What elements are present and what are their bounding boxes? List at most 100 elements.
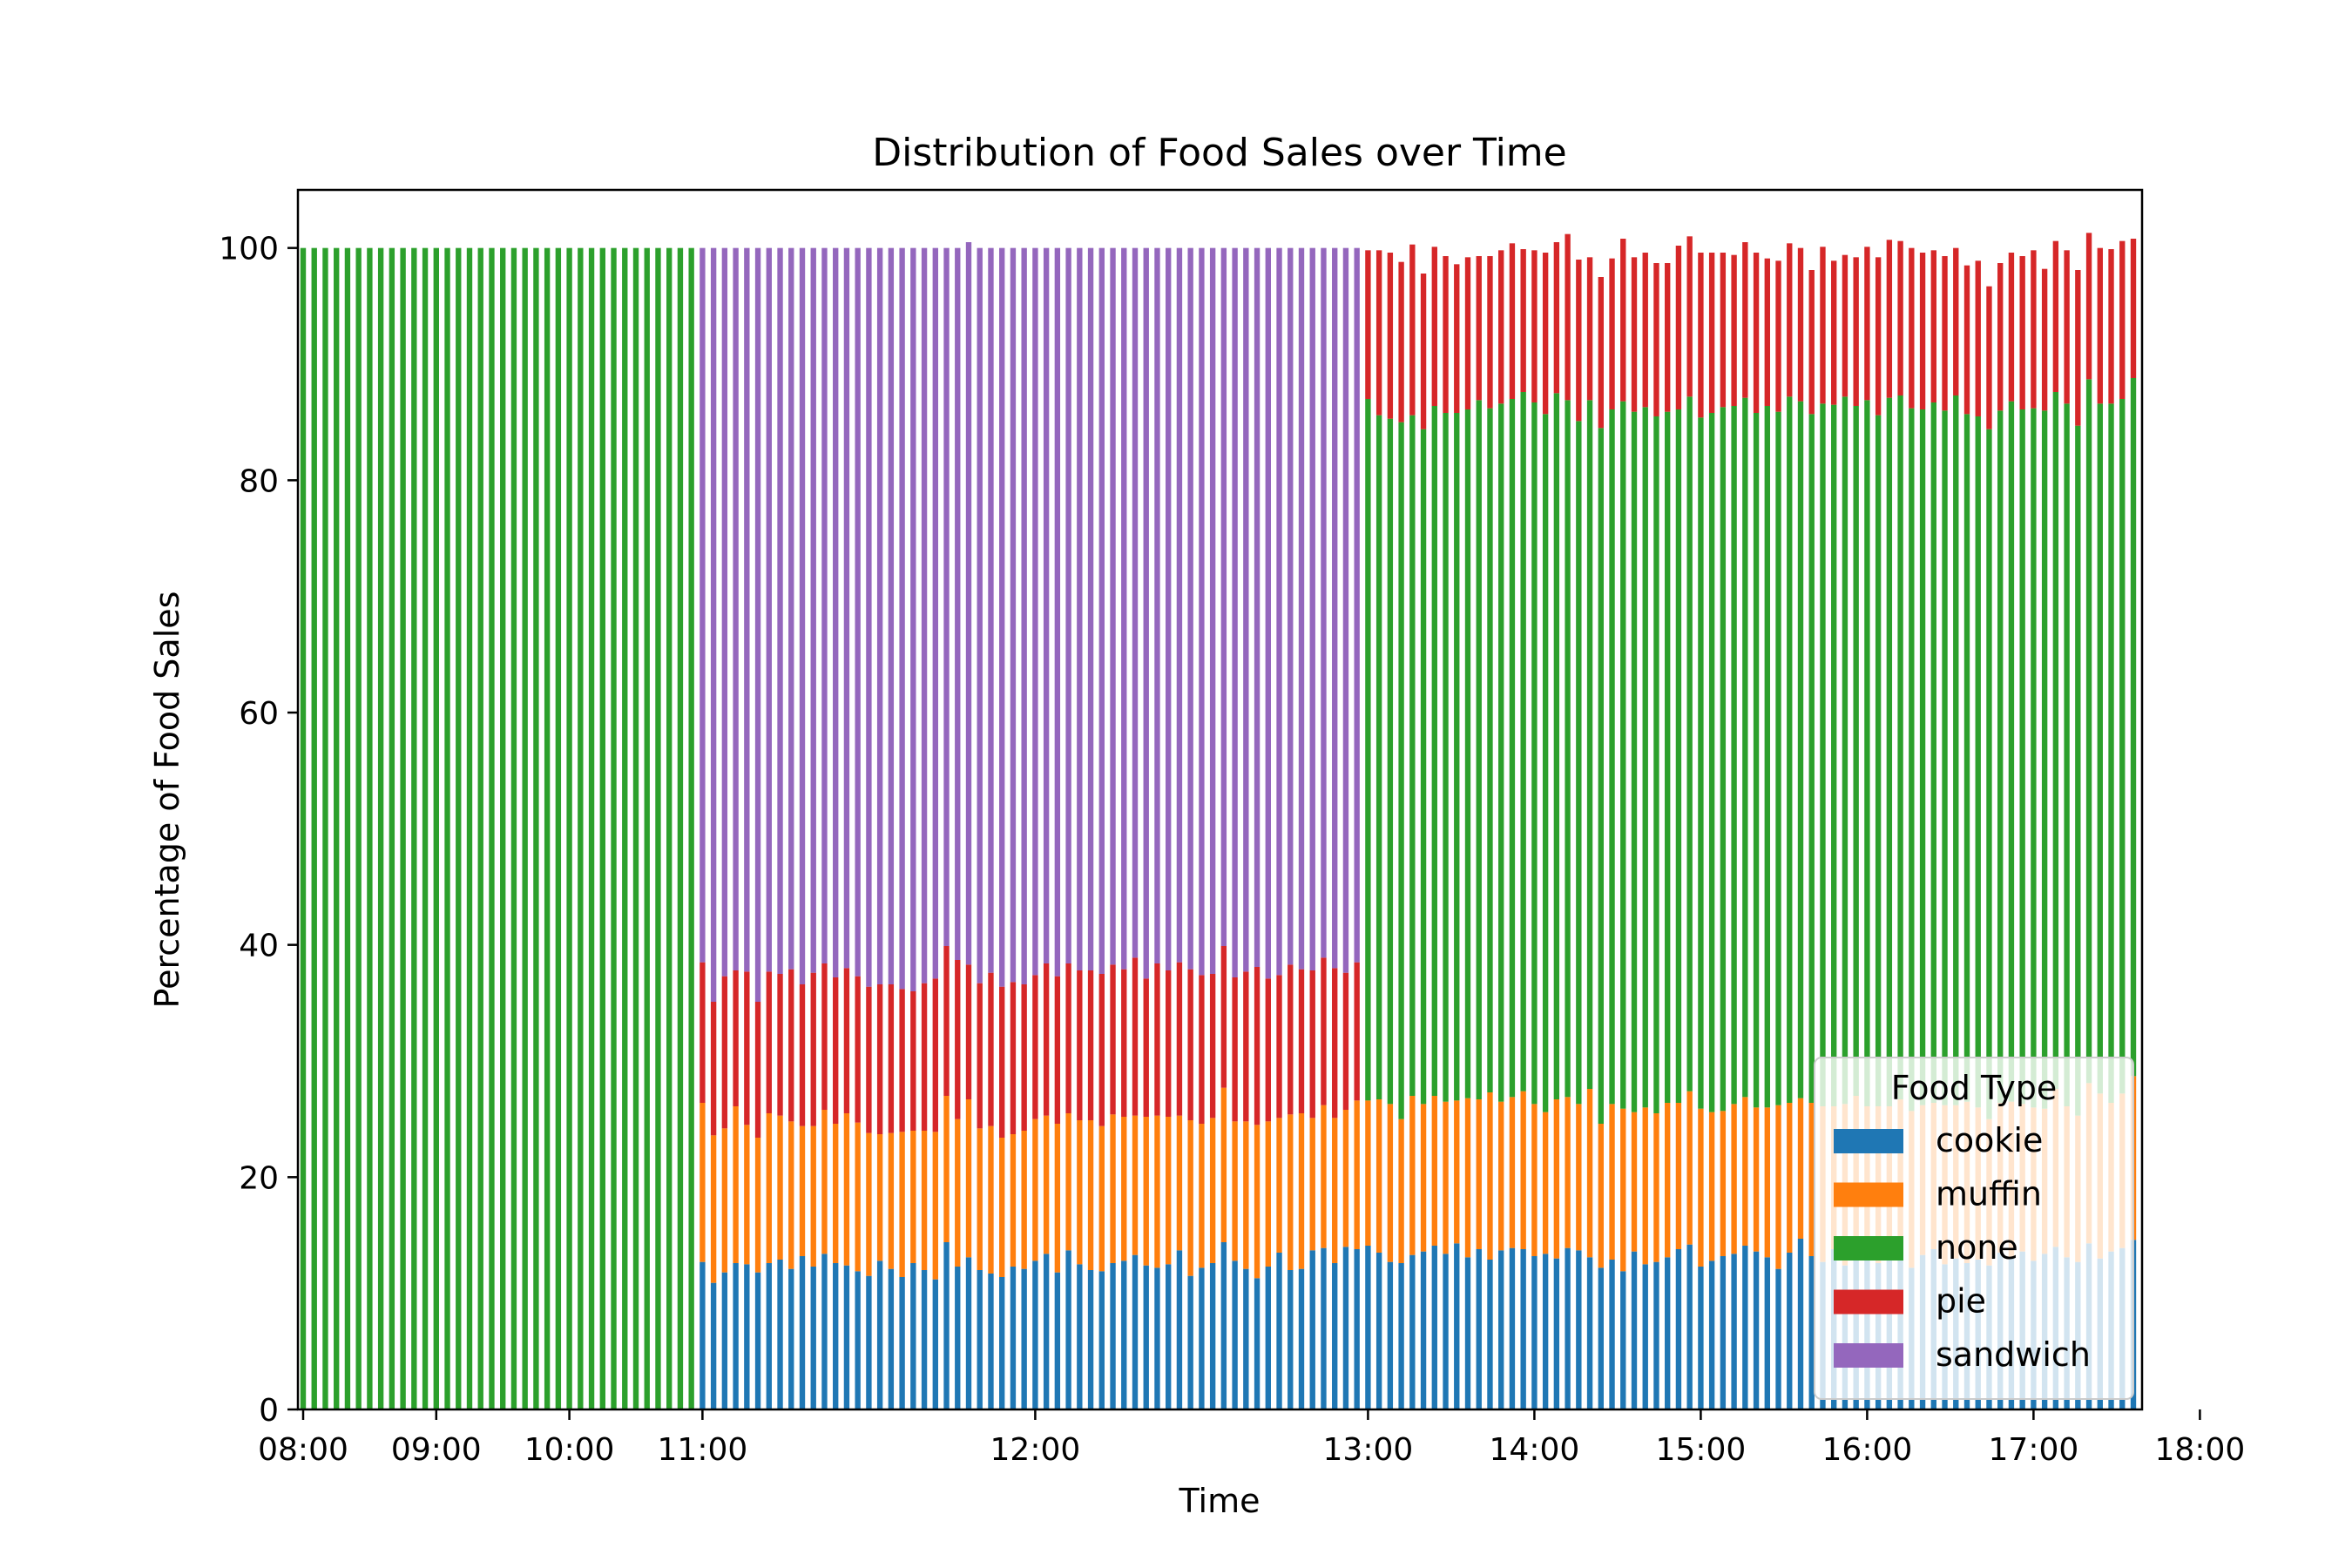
bar-cookie (1509, 1247, 1516, 1409)
bar-muffin (1232, 1121, 1238, 1261)
bar-cookie (1598, 1267, 1604, 1409)
bar-none (533, 247, 539, 1409)
bar-cookie (943, 1242, 950, 1409)
bar-none (1509, 399, 1516, 1098)
bar-sandwich (1087, 247, 1094, 970)
bar-pie (2019, 256, 2025, 409)
bar-none (1576, 421, 1582, 1105)
bar-pie (988, 972, 994, 1126)
bar-none (377, 247, 384, 1409)
bar-sandwich (744, 247, 750, 972)
bar-cookie (1520, 1249, 1526, 1409)
bar-muffin (855, 1122, 861, 1272)
bar-sandwich (855, 247, 861, 977)
bar-pie (1665, 263, 1671, 412)
bar-none (1387, 418, 1394, 1105)
bar-pie (1254, 967, 1260, 1125)
bar-sandwich (943, 247, 950, 946)
bar-cookie (899, 1277, 905, 1409)
bar-muffin (799, 1125, 806, 1256)
bar-muffin (1609, 1104, 1615, 1260)
bar-cookie (1787, 1253, 1793, 1409)
x-tick-label: 08:00 (258, 1432, 348, 1468)
bar-pie (1476, 256, 1482, 401)
bar-none (2041, 410, 2048, 1109)
bar-muffin (821, 1110, 828, 1254)
bar-none (1742, 397, 1748, 1098)
bar-cookie (1698, 1267, 1704, 1409)
bar-sandwich (977, 247, 983, 983)
bar-pie (1864, 247, 1870, 401)
bar-pie (1831, 260, 1837, 405)
bar-muffin (1220, 1087, 1227, 1242)
bar-sandwich (921, 247, 928, 983)
bar-muffin (1298, 1113, 1305, 1269)
legend-label-none: none (1936, 1228, 2018, 1267)
bar-pie (2119, 240, 2126, 399)
bar-cookie (1254, 1278, 1260, 1409)
bar-pie (1686, 236, 1693, 397)
bar-muffin (1808, 1103, 1815, 1256)
bar-cookie (1010, 1267, 1017, 1409)
bar-pie (899, 989, 905, 1132)
bar-sandwich (1276, 247, 1282, 976)
legend-entries: cookie muffin none pie sandwich (1834, 1121, 2091, 1374)
bar-none (1930, 402, 1936, 1103)
bar-pie (1720, 253, 1727, 408)
bar-pie (833, 977, 839, 1124)
x-axis: 08:00 09:00 10:00 11:00 12:00 13:00 14:00 15:00… (258, 1409, 2245, 1468)
bar-cookie (1098, 1271, 1105, 1409)
bar-muffin (710, 1135, 717, 1283)
bar-muffin (1121, 1117, 1127, 1261)
bar-pie (965, 964, 972, 1099)
bar-sandwich (932, 247, 938, 979)
bar-none (677, 247, 684, 1409)
bar-pie (1498, 250, 1504, 404)
bar-none (2019, 409, 2025, 1105)
y-tick-label: 0 (259, 1393, 279, 1429)
bar-cookie (1476, 1249, 1482, 1409)
bar-sandwich (1298, 247, 1305, 970)
bar-pie (1021, 984, 1027, 1131)
bar-sandwich (733, 247, 739, 970)
bar-muffin (1565, 1097, 1571, 1248)
bar-cookie (1232, 1260, 1238, 1409)
bar-cookie (1276, 1253, 1282, 1409)
bar-none (578, 247, 584, 1409)
bar-cookie (866, 1275, 872, 1409)
bar-muffin (1032, 1119, 1038, 1261)
bar-muffin (1620, 1108, 1626, 1272)
bar-none (1665, 411, 1671, 1103)
bar-pie (1875, 257, 1882, 416)
x-tick-label: 16:00 (1822, 1432, 1913, 1468)
bar-cookie (1288, 1270, 1294, 1409)
bar-muffin (921, 1131, 928, 1270)
bar-muffin (1742, 1097, 1748, 1246)
bar-muffin (810, 1125, 816, 1267)
bar-muffin (1098, 1125, 1105, 1272)
bar-cookie (1298, 1268, 1305, 1409)
bar-muffin (1077, 1120, 1083, 1265)
bar-cookie (1332, 1263, 1338, 1409)
bar-cookie (1675, 1249, 1682, 1409)
bar-cookie (1365, 1246, 1371, 1409)
bar-none (1975, 416, 1981, 1108)
bar-pie (1698, 253, 1704, 418)
bar-none (1487, 408, 1493, 1092)
bar-none (2052, 392, 2059, 1089)
bar-sandwich (1032, 247, 1038, 976)
bar-pie (888, 984, 895, 1133)
bar-muffin (1542, 1112, 1549, 1254)
bar-muffin (1276, 1118, 1282, 1253)
bar-cookie (1309, 1250, 1315, 1409)
bar-pie (2097, 247, 2103, 404)
bar-cookie (965, 1257, 972, 1409)
bar-none (2008, 401, 2015, 1102)
bar-cookie (1775, 1268, 1781, 1409)
bar-pie (1586, 257, 1593, 401)
bar-sandwich (1288, 247, 1294, 965)
bar-cookie (777, 1260, 783, 1409)
bar-none (1909, 408, 1915, 1112)
bar-pie (1509, 243, 1516, 399)
bar-sandwich (1077, 247, 1083, 970)
